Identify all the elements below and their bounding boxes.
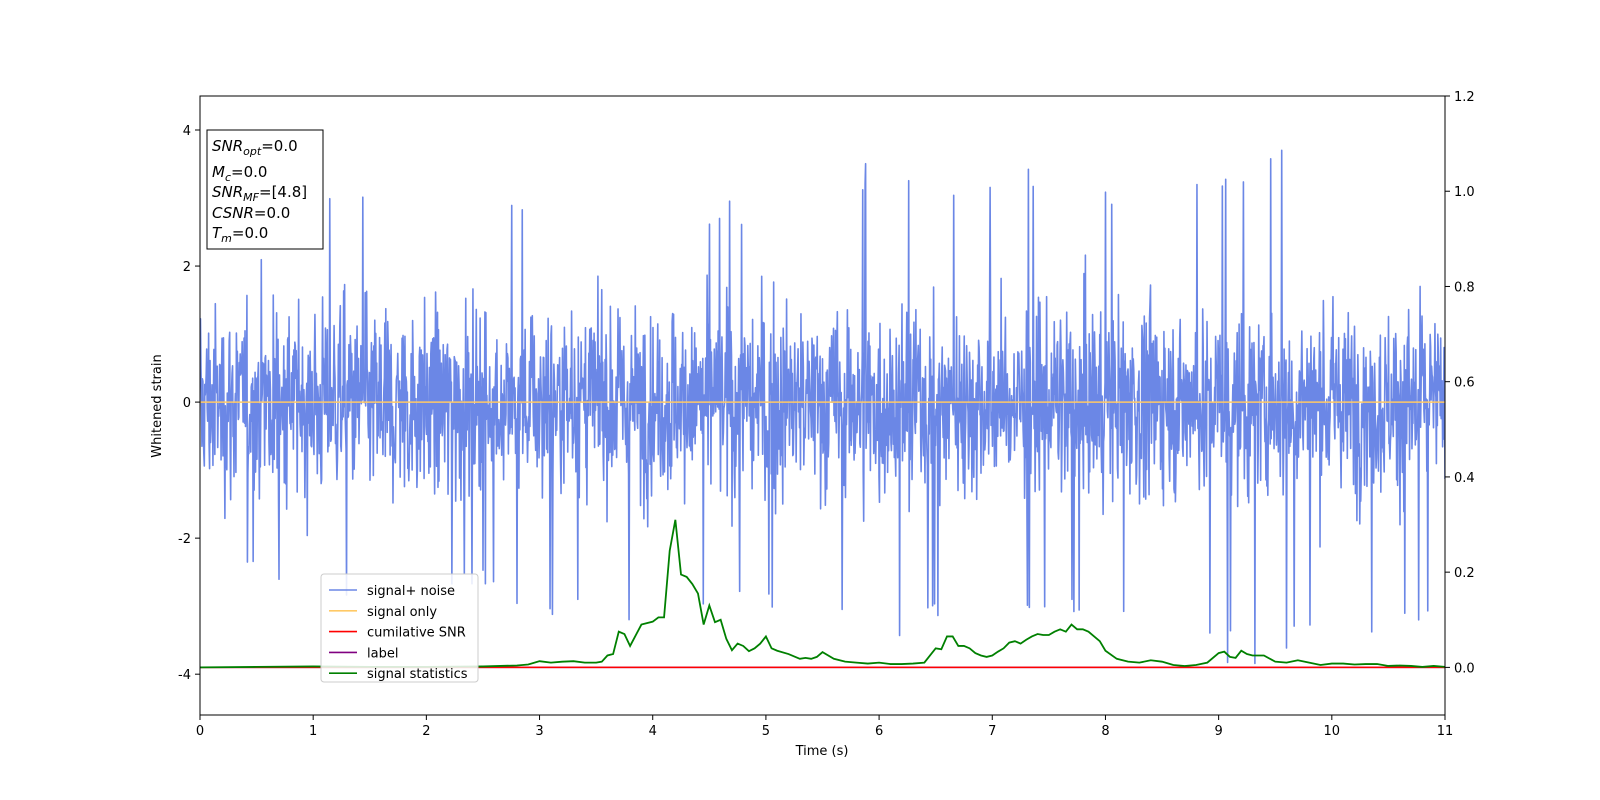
legend-label-cumilative-snr: cumilative SNR bbox=[367, 626, 466, 641]
stats-line-snr-mf: SNRMF=[4.8] bbox=[212, 183, 307, 204]
series-signal-noise bbox=[200, 149, 1445, 665]
y-right-tick-label: 0.2 bbox=[1454, 566, 1475, 581]
legend-entries: signal+ noise signal only cumilative SNR la… bbox=[329, 584, 468, 682]
series-signal-statistics bbox=[200, 519, 1445, 669]
x-tick-label: 6 bbox=[875, 724, 883, 739]
stats-line-mc: Mc=0.0 bbox=[212, 163, 267, 184]
y-right-axis-ticks: 0.0 0.2 0.4 0.6 0.8 1.0 1.2 bbox=[1445, 90, 1475, 676]
y-left-tick-label: -2 bbox=[178, 532, 191, 547]
stats-box: SNRopt=0.0 Mc=0.0 SNRMF=[4.8] CSNR=0.0 T… bbox=[206, 129, 324, 250]
legend: signal+ noise signal only cumilative SNR la… bbox=[320, 573, 479, 683]
y-right-tick-label: 1.2 bbox=[1454, 90, 1475, 105]
legend-label-label: label bbox=[367, 646, 398, 661]
y-axis-label: Whitened strain bbox=[150, 354, 165, 457]
x-tick-label: 11 bbox=[1437, 724, 1454, 739]
legend-label-signal-only: signal only bbox=[367, 605, 437, 620]
plot-frame bbox=[199, 95, 1446, 716]
legend-label-signal-noise: signal+ noise bbox=[367, 584, 455, 599]
legend-frame bbox=[320, 573, 479, 683]
stats-line-tm: Tm=0.0 bbox=[212, 224, 268, 245]
x-tick-label: 7 bbox=[988, 724, 996, 739]
x-tick-label: 3 bbox=[535, 724, 543, 739]
y-left-tick-label: 2 bbox=[183, 260, 191, 275]
y-right-tick-label: 0.8 bbox=[1454, 280, 1475, 295]
y-right-tick-label: 0.0 bbox=[1454, 661, 1475, 676]
legend-label-signal-statistics: signal statistics bbox=[367, 667, 468, 682]
stats-line-snr-opt: SNRopt=0.0 bbox=[212, 137, 298, 158]
x-tick-label: 10 bbox=[1324, 724, 1341, 739]
x-tick-label: 0 bbox=[196, 724, 204, 739]
x-tick-label: 8 bbox=[1101, 724, 1109, 739]
x-tick-label: 5 bbox=[762, 724, 770, 739]
stats-box-frame bbox=[206, 129, 324, 250]
y-right-tick-label: 1.0 bbox=[1454, 185, 1475, 200]
y-right-tick-label: 0.6 bbox=[1454, 376, 1475, 391]
x-axis-ticks: 0 1 2 3 4 5 6 7 8 9 10 11 bbox=[196, 715, 1453, 739]
x-tick-label: 9 bbox=[1214, 724, 1222, 739]
x-axis-label: Time (s) bbox=[795, 744, 849, 759]
y-right-tick-label: 0.4 bbox=[1454, 471, 1475, 486]
y-left-tick-label: 0 bbox=[183, 396, 191, 411]
x-tick-label: 2 bbox=[422, 724, 430, 739]
y-left-tick-label: -4 bbox=[178, 668, 191, 683]
x-tick-label: 1 bbox=[309, 724, 317, 739]
y-left-tick-label: 4 bbox=[183, 124, 191, 139]
x-tick-label: 4 bbox=[649, 724, 657, 739]
stats-line-csnr: CSNR=0.0 bbox=[212, 204, 290, 222]
y-left-axis-ticks: -4 -2 0 2 4 bbox=[178, 124, 200, 683]
